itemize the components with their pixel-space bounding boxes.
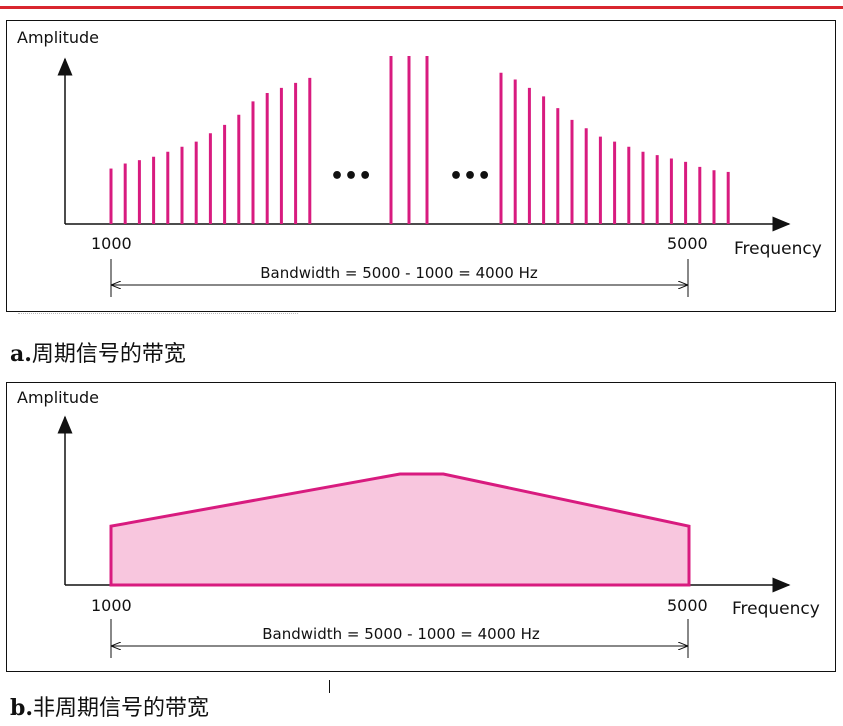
caption-aperiodic: b.非周期信号的带宽: [10, 690, 209, 722]
y-axis-label: Amplitude: [17, 28, 99, 47]
x-axis-label: Frequency: [734, 239, 822, 259]
periodic-spectrum-chart: Amplitude ••• ••• 1000 5000 Frequency Ba…: [17, 28, 822, 297]
bandwidth-label: Bandwidth = 5000 - 1000 = 4000 Hz: [260, 264, 538, 282]
y-axis-label: Amplitude: [17, 388, 99, 407]
bandwidth-label: Bandwidth = 5000 - 1000 = 4000 Hz: [262, 625, 540, 643]
caption-letter: a.: [10, 341, 32, 367]
ellipsis-left: •••: [330, 164, 372, 189]
aperiodic-spectrum-chart: Amplitude 1000 5000 Frequency Bandwidth …: [17, 388, 820, 658]
periodic-spectrum-panel: Amplitude ••• ••• 1000 5000 Frequency Ba…: [6, 20, 836, 312]
top-rule: [0, 6, 843, 9]
stray-mark: [329, 680, 330, 693]
caption-text: 周期信号的带宽: [31, 342, 186, 367]
spectrum-area: [109, 472, 691, 587]
caption-periodic: a.周期信号的带宽: [10, 336, 186, 368]
x-start-label: 1000: [91, 234, 132, 253]
caption-letter: b.: [10, 695, 34, 721]
aperiodic-spectrum-panel: Amplitude 1000 5000 Frequency Bandwidth …: [6, 382, 836, 672]
x-axis-label: Frequency: [732, 599, 820, 619]
x-end-label: 5000: [667, 234, 708, 253]
x-end-label: 5000: [667, 596, 708, 615]
faint-residue: [18, 313, 298, 319]
spectrum-lines: [109, 56, 730, 224]
ellipsis-right: •••: [449, 164, 491, 189]
x-start-label: 1000: [91, 596, 132, 615]
caption-text: 非周期信号的带宽: [33, 696, 210, 721]
